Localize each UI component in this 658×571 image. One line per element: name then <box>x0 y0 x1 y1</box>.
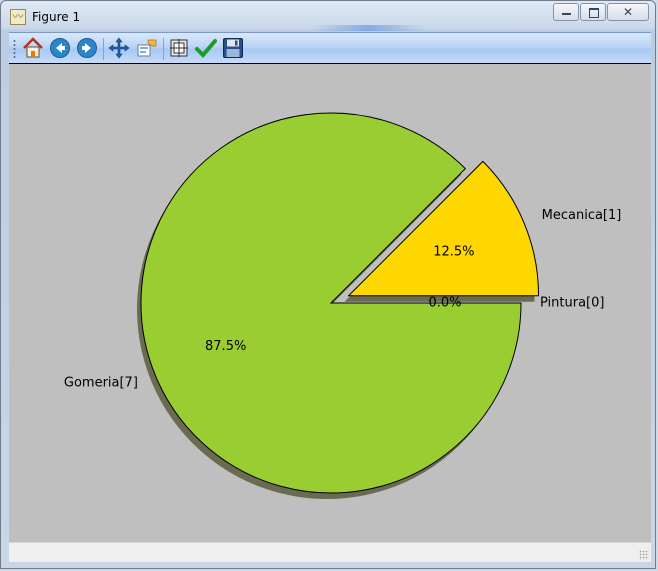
pie-pct-gomeria-7: 87.5% <box>205 339 246 354</box>
resize-grip[interactable] <box>639 550 649 560</box>
edit-button[interactable] <box>195 37 217 59</box>
back-arrow-icon <box>50 38 70 58</box>
zoom-button[interactable] <box>136 37 158 59</box>
pie-labels: Pintura[0] 0.0% Mecanica[1] 12.5% Gomeria[7]… <box>64 208 621 390</box>
save-button[interactable] <box>222 37 244 59</box>
pie-slice-mecanica-1 <box>347 160 540 297</box>
subplots-config-icon <box>170 39 188 57</box>
pan-arrows-icon <box>108 37 130 59</box>
pie-label-pintura-0: Pintura[0] <box>540 296 604 311</box>
forward-arrow-icon <box>77 38 97 58</box>
pan-button[interactable] <box>108 37 130 59</box>
minimize-button[interactable] <box>553 3 579 21</box>
restore-icon <box>589 8 599 18</box>
subplots-button[interactable] <box>168 37 190 59</box>
pie-pct-pintura-0: 0.0% <box>428 296 461 311</box>
window-title: Figure 1 <box>32 10 81 24</box>
home-button[interactable] <box>22 37 44 59</box>
pie-wedges <box>140 112 540 494</box>
minimize-icon <box>562 13 571 15</box>
floppy-disk-icon <box>223 38 243 58</box>
toolbar-separator <box>103 38 104 60</box>
restore-button[interactable] <box>580 3 606 21</box>
close-icon: ✕ <box>622 5 634 19</box>
toolbar-separator <box>163 38 164 60</box>
forward-button[interactable] <box>76 37 98 59</box>
pie-label-gomeria-7: Gomeria[7] <box>64 375 138 390</box>
title-bar[interactable]: 〰 Figure 1 ✕ <box>1 1 655 31</box>
window-controls: ✕ <box>552 3 649 21</box>
figure-canvas[interactable]: Pintura[0] 0.0% Mecanica[1] 12.5% Gomeria[7]… <box>9 64 651 542</box>
pie-label-mecanica-1: Mecanica[1] <box>542 208 622 223</box>
close-button[interactable]: ✕ <box>607 3 649 21</box>
back-button[interactable] <box>49 37 71 59</box>
home-icon <box>23 37 43 58</box>
navigation-toolbar <box>9 32 651 64</box>
status-bar <box>9 542 651 562</box>
checkmark-icon <box>195 39 217 58</box>
matplotlib-app-icon: 〰 <box>10 9 26 25</box>
toolbar-grip[interactable] <box>13 39 16 59</box>
pie-pct-mecanica-1: 12.5% <box>433 245 474 260</box>
title-glow-decoration <box>311 25 426 31</box>
pie-slice-gomeria-7 <box>140 112 522 494</box>
pie-chart: Pintura[0] 0.0% Mecanica[1] 12.5% Gomeria[7]… <box>64 112 621 500</box>
zoom-rect-icon <box>137 39 157 57</box>
